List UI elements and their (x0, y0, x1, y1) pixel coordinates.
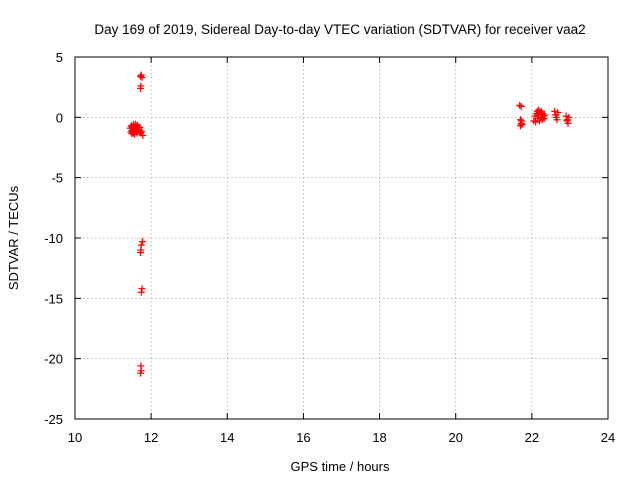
data-point (563, 116, 571, 124)
y-tick-label: -10 (44, 231, 63, 246)
x-tick-label: 14 (220, 430, 234, 445)
grid-lines (75, 57, 608, 419)
x-axis-label: GPS time / hours (291, 459, 390, 474)
axis-ticks: 10 12 14 16 18 20 22 24 -25 -20 -15 -10 -5 0 5 (44, 50, 615, 445)
data-point (128, 130, 136, 138)
data-point (137, 82, 145, 90)
x-tick-label: 24 (601, 430, 615, 445)
x-tick-label: 20 (448, 430, 462, 445)
x-tick-label: 10 (68, 430, 82, 445)
data-point (131, 120, 139, 128)
x-tick-label: 18 (372, 430, 386, 445)
data-point (137, 288, 145, 296)
data-point (136, 72, 144, 80)
data-point (518, 117, 526, 125)
data-point (138, 285, 146, 293)
y-axis-label: SDTVAR / TECUs (6, 185, 21, 290)
data-point (532, 118, 540, 126)
data-point (551, 107, 559, 115)
data-point (540, 115, 548, 123)
y-tick-label: 5 (56, 50, 63, 65)
data-point (517, 102, 525, 110)
chart-title: Day 169 of 2019, Sidereal Day-to-day VTE… (94, 22, 585, 37)
x-tick-label: 22 (525, 430, 539, 445)
y-tick-label: 0 (56, 110, 63, 125)
data-point (138, 238, 146, 246)
data-point (564, 119, 572, 127)
y-tick-label: -25 (44, 412, 63, 427)
data-point (139, 131, 147, 139)
data-point (137, 71, 145, 79)
y-tick-label: -15 (44, 291, 63, 306)
data-point (516, 122, 524, 130)
data-point (553, 116, 561, 124)
x-tick-label: 16 (296, 430, 310, 445)
y-tick-label: -20 (44, 352, 63, 367)
data-point (136, 124, 144, 132)
data-point (138, 128, 146, 136)
data-point (136, 369, 144, 377)
data-point (516, 116, 524, 124)
data-point (136, 248, 144, 256)
data-point (541, 111, 549, 119)
data-point (554, 109, 562, 117)
x-tick-label: 12 (144, 430, 158, 445)
data-points (126, 71, 573, 377)
data-point (516, 101, 524, 109)
y-tick-label: -5 (51, 171, 63, 186)
